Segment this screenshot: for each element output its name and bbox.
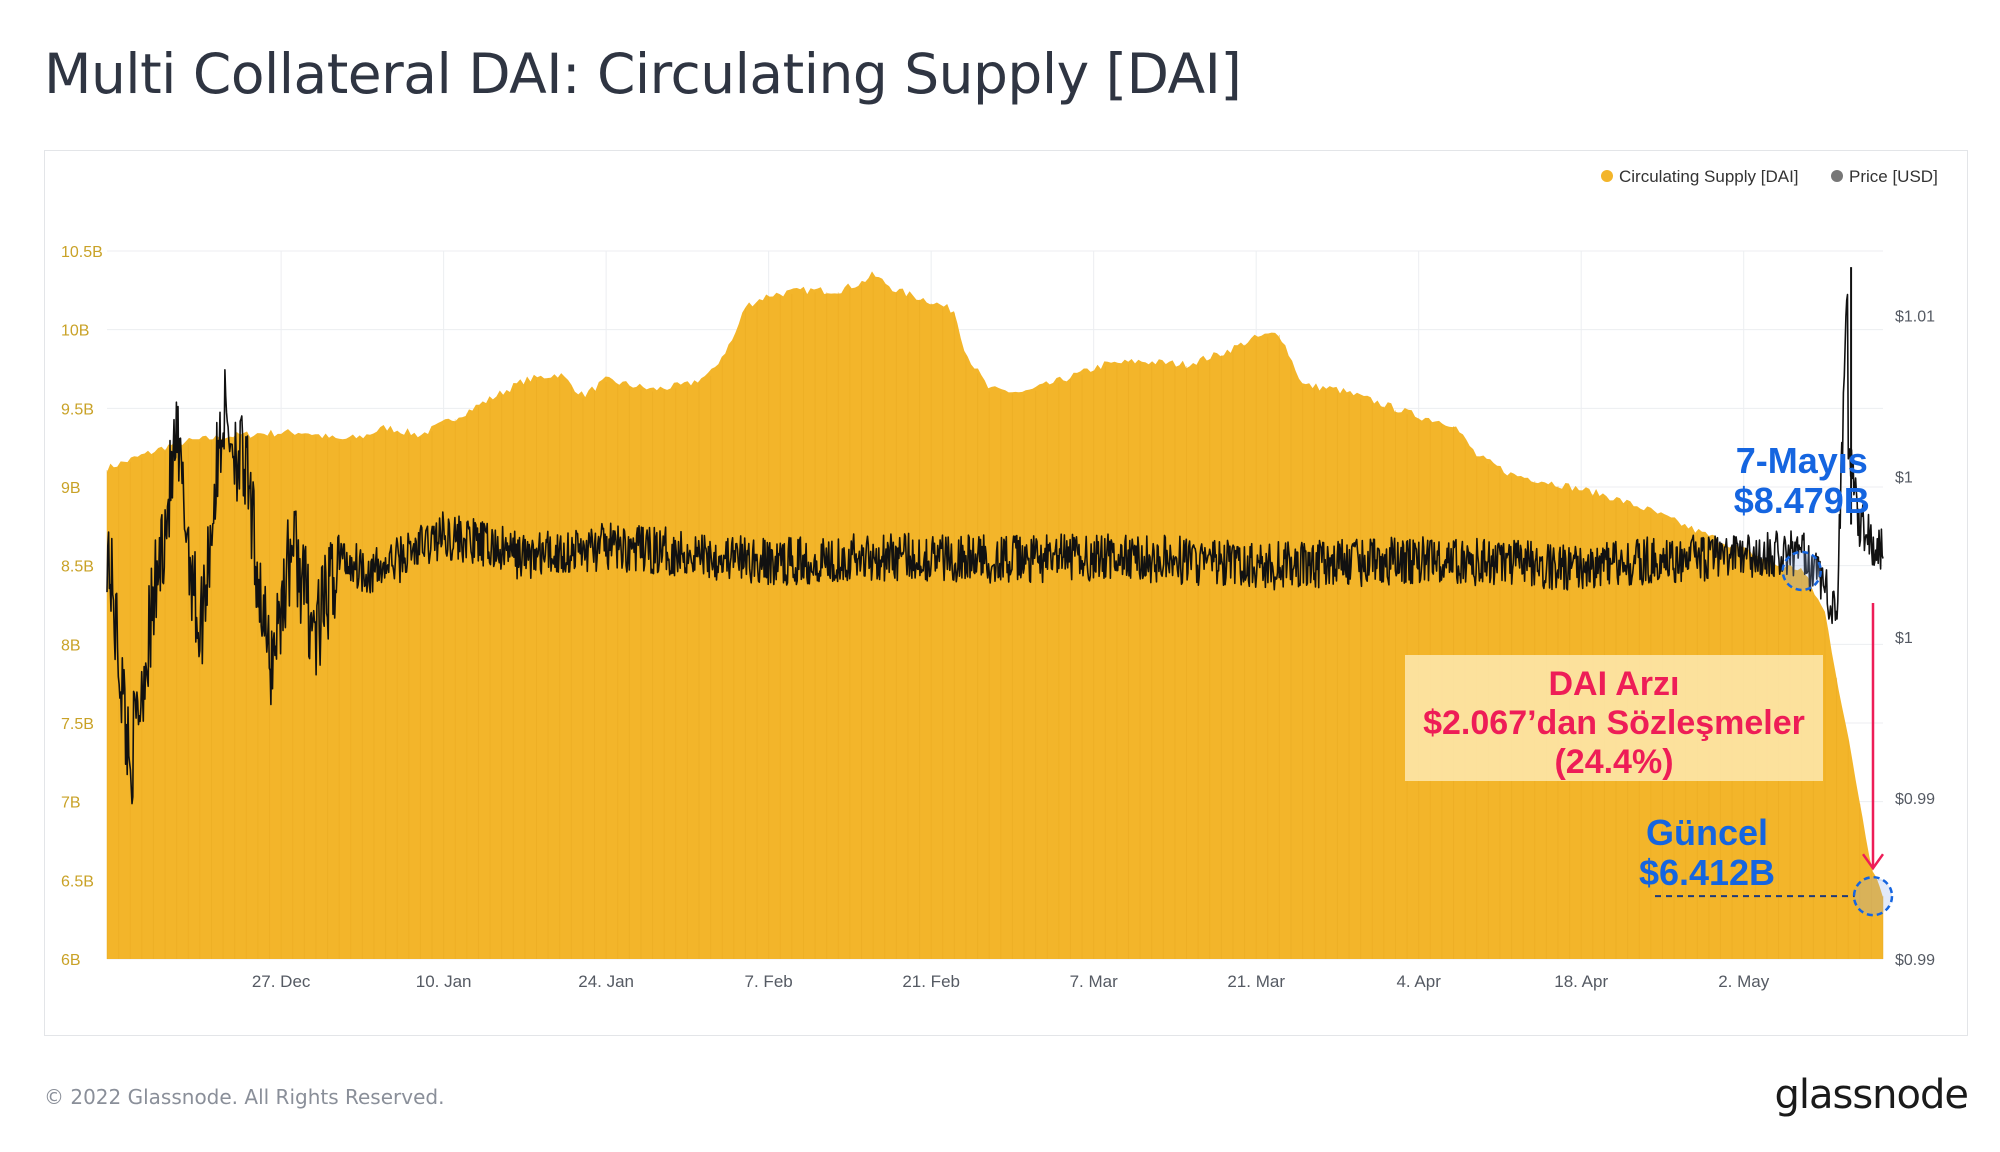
glassnode-logo: glassnode [1774, 1072, 1969, 1118]
chart-frame: 6B 6.5B 7B 7.5B 8B 8.5B 9B 9.5B 10B 10.5B $0.99 $0.… [44, 150, 1968, 1036]
legend[interactable]: Circulating Supply [DAI] Price [USD] [1601, 167, 1938, 186]
current-label-value: $6.412B [1639, 852, 1775, 893]
x-tick-label: 4. Apr [1396, 972, 1441, 991]
price-line [106, 267, 1884, 805]
may7-label-value: $8.479B [1734, 480, 1870, 521]
legend-label-supply: Circulating Supply [DAI] [1619, 167, 1799, 186]
x-tick-label: 7. Feb [745, 972, 793, 991]
legend-dot-supply [1601, 170, 1613, 182]
x-tick-label: 10. Jan [416, 972, 472, 991]
annotations: 7-Mayıs$8.479B DAI Arzı$2.067’dan Sözleşm… [1405, 440, 1894, 917]
supply-drop-subtitle: $2.067’dan Sözleşmeler [1423, 704, 1805, 742]
y-left-tick-label: 8B [61, 637, 81, 654]
supply-drop-title: DAI Arzı [1549, 665, 1680, 703]
x-tick-label: 7. Mar [1070, 972, 1119, 991]
current-label-title: Güncel [1646, 812, 1768, 853]
x-tick-label: 21. Mar [1227, 972, 1285, 991]
x-tick-label: 27. Dec [252, 972, 311, 991]
y-left-tick-label: 9.5B [61, 401, 94, 418]
may7-marker-circle [1781, 550, 1822, 592]
legend-dot-price [1831, 170, 1843, 182]
y-left-tick-label: 9B [61, 480, 81, 497]
y-left-tick-label: 8.5B [61, 559, 94, 576]
x-tick-label: 18. Apr [1554, 972, 1608, 991]
supply-drop-percent: (24.4%) [1554, 743, 1673, 781]
y-left-tick-label: 7.5B [61, 716, 94, 733]
supply-area [107, 271, 1883, 959]
y-right-tick-label: $0.99 [1895, 952, 1935, 969]
current-marker-circle [1852, 875, 1894, 917]
chart-svg: 6B 6.5B 7B 7.5B 8B 8.5B 9B 9.5B 10B 10.5B $0.99 $0.… [61, 167, 1938, 991]
price-line-path [106, 293, 1884, 805]
axes: 6B 6.5B 7B 7.5B 8B 8.5B 9B 9.5B 10B 10.5B $0.99 $0.… [61, 244, 1935, 991]
y-right-tick-label: $1.01 [1895, 308, 1935, 325]
y-right-tick-label: $1 [1895, 630, 1913, 647]
copyright-footer: © 2022 Glassnode. All Rights Reserved. [44, 1085, 445, 1109]
supply-area-path [107, 271, 1883, 959]
may7-label-title: 7-Mayıs [1736, 440, 1868, 481]
y-left-tick-label: 6.5B [61, 873, 94, 890]
y-right-tick-label: $1 [1895, 469, 1913, 486]
y-left-tick-label: 7B [61, 795, 81, 812]
supply-drop-box [1405, 655, 1823, 781]
y-left-tick-label: 10B [61, 323, 89, 340]
x-tick-label: 2. May [1718, 972, 1770, 991]
y-left-tick-label: 6B [61, 952, 81, 969]
drop-arrow-head [1861, 853, 1885, 871]
y-right-tick-label: $0.99 [1895, 791, 1935, 808]
y-left-tick-label: 10.5B [61, 244, 103, 261]
legend-label-price: Price [USD] [1849, 167, 1938, 186]
page-title: Multi Collateral DAI: Circulating Supply… [44, 42, 1242, 106]
x-tick-label: 21. Feb [902, 972, 960, 991]
x-tick-label: 24. Jan [578, 972, 634, 991]
